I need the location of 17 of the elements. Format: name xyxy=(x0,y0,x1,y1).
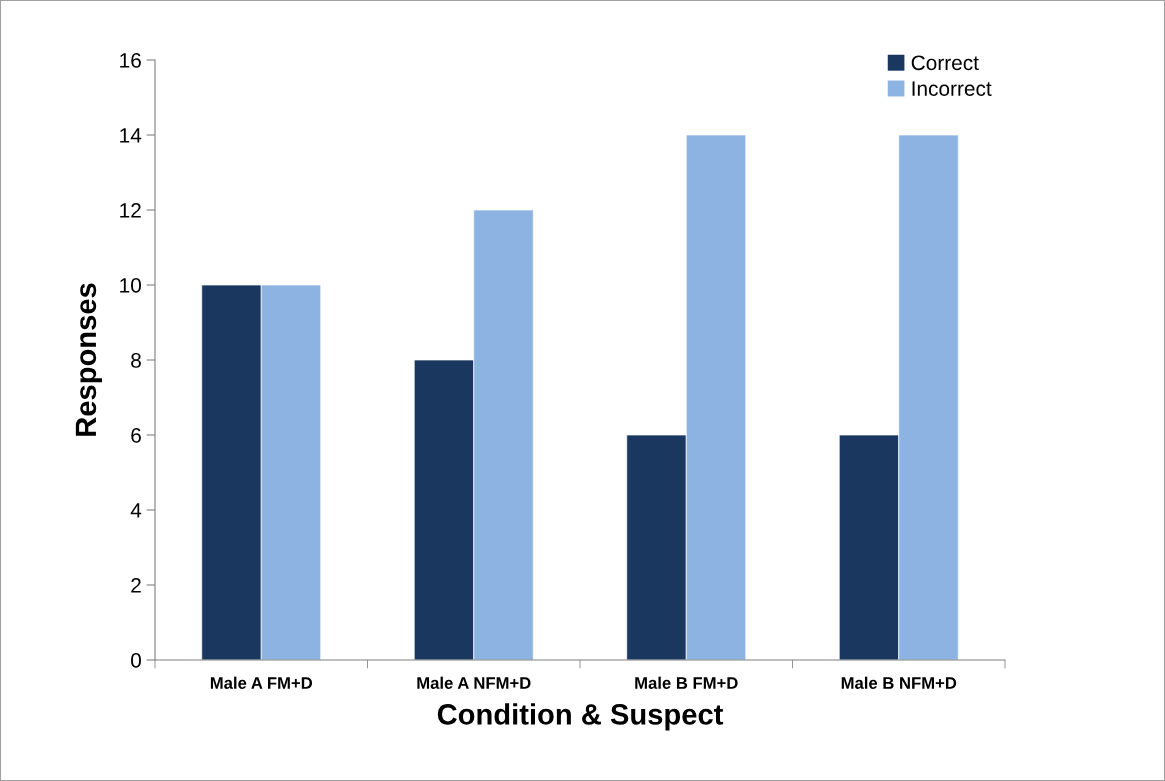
x-axis-title: Condition & Suspect xyxy=(437,703,724,731)
y-tick-label: 0 xyxy=(131,653,141,668)
y-axis-title: Responses xyxy=(75,283,102,436)
x-tick-label: Male B NFM+D xyxy=(841,676,957,689)
y-tick-label: 10 xyxy=(120,278,141,293)
y-tick-label: 16 xyxy=(120,53,141,68)
y-tick-label: 12 xyxy=(120,203,141,218)
x-tick-label: Male A FM+D xyxy=(210,676,313,689)
y-tick-label: 8 xyxy=(131,353,141,368)
y-tick-label: 4 xyxy=(130,503,142,518)
y-tick-label: 6 xyxy=(131,428,141,443)
x-tick-label: Male B FM+D xyxy=(635,676,738,689)
legend-label: Correct xyxy=(911,55,979,71)
y-tick-label: 2 xyxy=(131,578,141,593)
legend-label: Incorrect xyxy=(912,81,992,96)
x-tick-label: Male A NFM+D xyxy=(417,676,531,689)
y-tick-label: 14 xyxy=(120,128,142,143)
